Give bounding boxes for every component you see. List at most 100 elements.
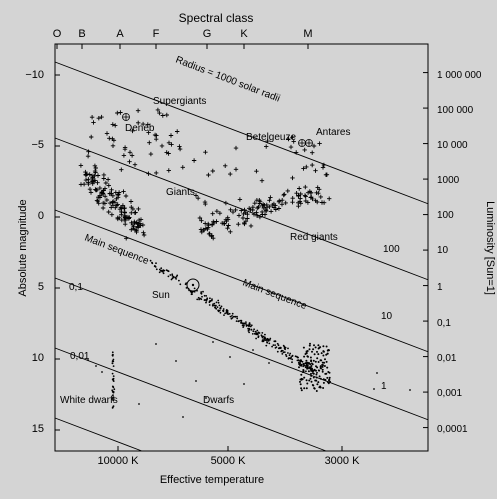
mag-tick-label--5: −5 bbox=[31, 139, 44, 151]
star-plus bbox=[136, 217, 142, 223]
star-dot bbox=[312, 359, 315, 362]
star-dot bbox=[277, 347, 280, 350]
star-plus bbox=[132, 220, 137, 226]
star-plus bbox=[250, 207, 255, 213]
star-dot bbox=[316, 371, 318, 374]
star-plus bbox=[101, 188, 106, 193]
star-plus bbox=[210, 168, 215, 174]
radius-line-label-1: 1 bbox=[381, 381, 387, 392]
mag-tick-label--10: −10 bbox=[25, 69, 44, 81]
star-dot bbox=[310, 365, 313, 367]
star-dot bbox=[309, 363, 311, 366]
label-supergiants: Supergiants bbox=[153, 96, 206, 107]
star-dot bbox=[277, 344, 280, 347]
lum-tick-label-0.0001: 0,0001 bbox=[437, 424, 468, 435]
star-plus bbox=[281, 192, 286, 198]
star-dot bbox=[312, 376, 315, 379]
star-dot bbox=[219, 311, 222, 314]
star-plus bbox=[296, 193, 301, 198]
star-dot bbox=[248, 331, 251, 334]
star-dot bbox=[205, 301, 207, 304]
star-plus bbox=[86, 149, 91, 154]
star-dot bbox=[236, 317, 239, 320]
star-plus bbox=[92, 163, 98, 168]
star-plus bbox=[78, 163, 84, 168]
star-dot bbox=[155, 268, 158, 271]
star-plus bbox=[290, 200, 295, 205]
star-plus bbox=[217, 211, 223, 216]
star-dot bbox=[250, 324, 253, 327]
star-plus bbox=[310, 196, 315, 202]
star-dot bbox=[225, 309, 228, 311]
star-dot bbox=[191, 291, 193, 294]
star-plus bbox=[103, 180, 109, 186]
star-plus bbox=[288, 144, 294, 150]
star-dot bbox=[227, 313, 229, 315]
star-dot bbox=[170, 278, 173, 281]
star-dot bbox=[313, 344, 315, 347]
star-plus bbox=[254, 213, 260, 218]
lum-tick-label-1e2: 100 bbox=[437, 210, 454, 221]
star-dot bbox=[305, 370, 307, 373]
star-plus bbox=[148, 151, 154, 157]
star-dot bbox=[300, 373, 303, 376]
star-dot bbox=[302, 369, 305, 371]
star-plus bbox=[267, 198, 272, 203]
star-dot bbox=[112, 379, 115, 381]
star-dot bbox=[205, 397, 207, 399]
star-dot bbox=[263, 337, 266, 340]
star-plus bbox=[304, 164, 309, 170]
star-plus bbox=[166, 140, 172, 145]
star-plus bbox=[135, 108, 141, 113]
star-dot bbox=[163, 269, 166, 272]
star-plus bbox=[228, 229, 233, 234]
star-plus bbox=[99, 114, 104, 120]
star-dot bbox=[172, 276, 175, 279]
label-giants: Giants bbox=[166, 187, 195, 198]
star-dot bbox=[257, 336, 260, 339]
star-dot bbox=[322, 387, 325, 389]
star-dot bbox=[315, 376, 318, 379]
star-dot bbox=[251, 333, 254, 335]
star-plus bbox=[124, 236, 129, 241]
star-plus bbox=[276, 199, 282, 204]
star-dot bbox=[304, 366, 307, 369]
star-plus bbox=[243, 210, 248, 215]
star-plus bbox=[318, 194, 323, 200]
star-dot bbox=[155, 262, 157, 265]
star-dot bbox=[167, 270, 170, 273]
star-plus bbox=[109, 191, 114, 196]
star-dot bbox=[222, 308, 225, 310]
star-dot bbox=[179, 283, 182, 286]
star-dot bbox=[274, 344, 276, 346]
star-dot bbox=[302, 362, 305, 365]
star-dot bbox=[284, 348, 286, 351]
star-plus bbox=[105, 177, 111, 182]
star-dot bbox=[265, 344, 268, 347]
spectral-class-B: B bbox=[78, 28, 85, 40]
star-dot bbox=[101, 371, 103, 373]
star-dot bbox=[111, 351, 114, 354]
star-dot bbox=[87, 359, 89, 361]
star-dot bbox=[272, 344, 275, 346]
star-dot bbox=[211, 298, 213, 301]
star-plus bbox=[313, 168, 318, 173]
star-dot bbox=[321, 363, 324, 366]
star-plus bbox=[211, 236, 216, 241]
star-plus bbox=[129, 227, 134, 232]
star-dot bbox=[303, 355, 306, 358]
star-dot bbox=[305, 364, 308, 367]
star-dot bbox=[317, 381, 320, 384]
temp-tick-label-10000: 10000 K bbox=[98, 455, 140, 467]
star-plus bbox=[259, 178, 265, 183]
star-dot bbox=[245, 324, 248, 327]
star-plus bbox=[311, 143, 317, 149]
star-plus bbox=[203, 221, 208, 226]
star-dot bbox=[304, 362, 306, 365]
star-dot bbox=[269, 337, 272, 340]
star-plus bbox=[225, 226, 230, 231]
star-dot bbox=[244, 322, 247, 325]
star-dot bbox=[317, 361, 320, 363]
star-plus bbox=[104, 131, 110, 136]
